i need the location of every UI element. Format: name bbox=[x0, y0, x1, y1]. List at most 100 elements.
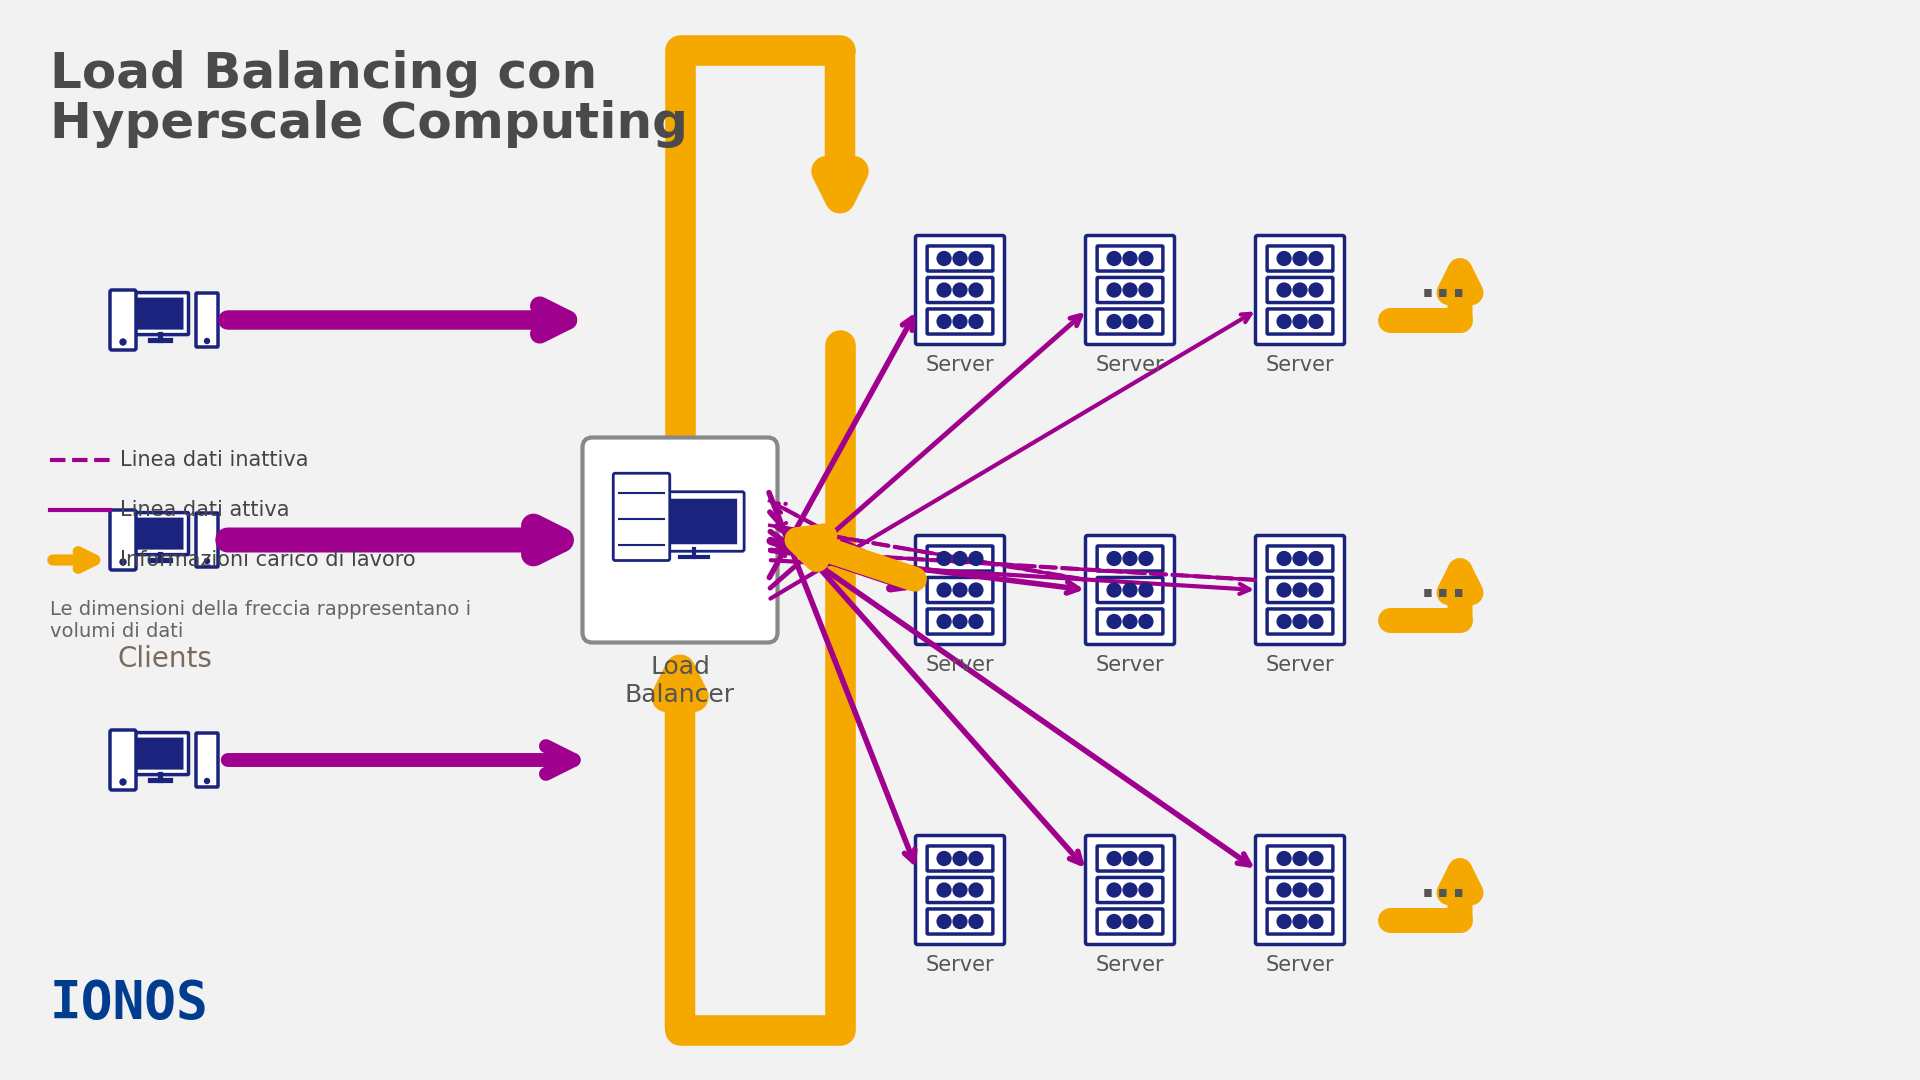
Circle shape bbox=[970, 883, 983, 896]
Circle shape bbox=[1277, 583, 1290, 597]
Text: ...: ... bbox=[1421, 264, 1467, 306]
Circle shape bbox=[970, 915, 983, 929]
FancyBboxPatch shape bbox=[196, 293, 219, 347]
FancyBboxPatch shape bbox=[927, 309, 993, 334]
FancyBboxPatch shape bbox=[1085, 536, 1175, 645]
Circle shape bbox=[1292, 552, 1308, 566]
Circle shape bbox=[970, 552, 983, 566]
Circle shape bbox=[1292, 583, 1308, 597]
FancyBboxPatch shape bbox=[916, 235, 1004, 345]
Circle shape bbox=[970, 851, 983, 865]
Circle shape bbox=[952, 883, 968, 896]
FancyBboxPatch shape bbox=[1267, 909, 1332, 934]
Circle shape bbox=[970, 283, 983, 297]
Circle shape bbox=[205, 558, 209, 564]
Circle shape bbox=[937, 883, 950, 896]
Circle shape bbox=[952, 915, 968, 929]
FancyBboxPatch shape bbox=[131, 513, 188, 555]
Circle shape bbox=[1123, 552, 1137, 566]
FancyBboxPatch shape bbox=[196, 733, 219, 787]
FancyBboxPatch shape bbox=[927, 846, 993, 872]
Text: Linea dati attiva: Linea dati attiva bbox=[119, 500, 290, 519]
Text: Server: Server bbox=[1096, 355, 1164, 375]
FancyBboxPatch shape bbox=[927, 877, 993, 903]
FancyBboxPatch shape bbox=[136, 738, 184, 770]
FancyBboxPatch shape bbox=[643, 491, 745, 551]
FancyBboxPatch shape bbox=[927, 278, 993, 302]
Text: Server: Server bbox=[1096, 654, 1164, 675]
Text: Le dimensioni della freccia rappresentano i
volumi di dati: Le dimensioni della freccia rappresentan… bbox=[50, 600, 470, 642]
FancyBboxPatch shape bbox=[612, 473, 670, 561]
FancyBboxPatch shape bbox=[131, 293, 188, 335]
Circle shape bbox=[1277, 252, 1290, 266]
FancyBboxPatch shape bbox=[1267, 609, 1332, 634]
Circle shape bbox=[952, 615, 968, 629]
Circle shape bbox=[1277, 314, 1290, 328]
Circle shape bbox=[970, 583, 983, 597]
FancyBboxPatch shape bbox=[651, 499, 737, 544]
Text: Load Balancing con: Load Balancing con bbox=[50, 50, 597, 98]
Circle shape bbox=[1123, 583, 1137, 597]
Text: ...: ... bbox=[1421, 564, 1467, 606]
Circle shape bbox=[1292, 615, 1308, 629]
Circle shape bbox=[1139, 883, 1152, 896]
FancyBboxPatch shape bbox=[1267, 309, 1332, 334]
FancyBboxPatch shape bbox=[916, 536, 1004, 645]
Circle shape bbox=[970, 314, 983, 328]
FancyBboxPatch shape bbox=[1096, 877, 1164, 903]
FancyBboxPatch shape bbox=[927, 909, 993, 934]
FancyBboxPatch shape bbox=[1096, 609, 1164, 634]
Circle shape bbox=[937, 615, 950, 629]
Circle shape bbox=[1108, 283, 1121, 297]
Text: Clients: Clients bbox=[117, 645, 213, 673]
Circle shape bbox=[1139, 283, 1152, 297]
Circle shape bbox=[1309, 552, 1323, 566]
Circle shape bbox=[1277, 851, 1290, 865]
Circle shape bbox=[1277, 283, 1290, 297]
Text: Load
Balancer: Load Balancer bbox=[624, 654, 735, 706]
Circle shape bbox=[1309, 252, 1323, 266]
FancyBboxPatch shape bbox=[927, 578, 993, 603]
Circle shape bbox=[1108, 314, 1121, 328]
FancyBboxPatch shape bbox=[916, 836, 1004, 945]
FancyBboxPatch shape bbox=[1096, 278, 1164, 302]
Text: Server: Server bbox=[925, 355, 995, 375]
Circle shape bbox=[1139, 583, 1152, 597]
Circle shape bbox=[952, 851, 968, 865]
FancyBboxPatch shape bbox=[136, 298, 184, 329]
FancyBboxPatch shape bbox=[1096, 246, 1164, 271]
Circle shape bbox=[937, 283, 950, 297]
FancyBboxPatch shape bbox=[1267, 877, 1332, 903]
Circle shape bbox=[1309, 915, 1323, 929]
FancyBboxPatch shape bbox=[1267, 246, 1332, 271]
FancyBboxPatch shape bbox=[1256, 836, 1344, 945]
Circle shape bbox=[1139, 252, 1152, 266]
FancyBboxPatch shape bbox=[196, 513, 219, 567]
Circle shape bbox=[1292, 883, 1308, 896]
Circle shape bbox=[970, 252, 983, 266]
Circle shape bbox=[1139, 615, 1152, 629]
Circle shape bbox=[1123, 915, 1137, 929]
Circle shape bbox=[1292, 252, 1308, 266]
FancyBboxPatch shape bbox=[109, 510, 136, 570]
Circle shape bbox=[1108, 915, 1121, 929]
Text: Server: Server bbox=[1265, 355, 1334, 375]
Circle shape bbox=[1108, 583, 1121, 597]
Circle shape bbox=[952, 252, 968, 266]
Circle shape bbox=[1123, 883, 1137, 896]
Circle shape bbox=[119, 339, 127, 345]
Circle shape bbox=[1292, 851, 1308, 865]
Circle shape bbox=[937, 252, 950, 266]
FancyBboxPatch shape bbox=[582, 437, 778, 643]
FancyBboxPatch shape bbox=[1085, 836, 1175, 945]
FancyBboxPatch shape bbox=[1096, 546, 1164, 571]
Circle shape bbox=[1123, 615, 1137, 629]
Text: Server: Server bbox=[1265, 654, 1334, 675]
Circle shape bbox=[1292, 314, 1308, 328]
Text: IONOS: IONOS bbox=[50, 978, 209, 1030]
FancyBboxPatch shape bbox=[927, 609, 993, 634]
FancyBboxPatch shape bbox=[1267, 546, 1332, 571]
Circle shape bbox=[937, 851, 950, 865]
Circle shape bbox=[1277, 552, 1290, 566]
Circle shape bbox=[952, 314, 968, 328]
